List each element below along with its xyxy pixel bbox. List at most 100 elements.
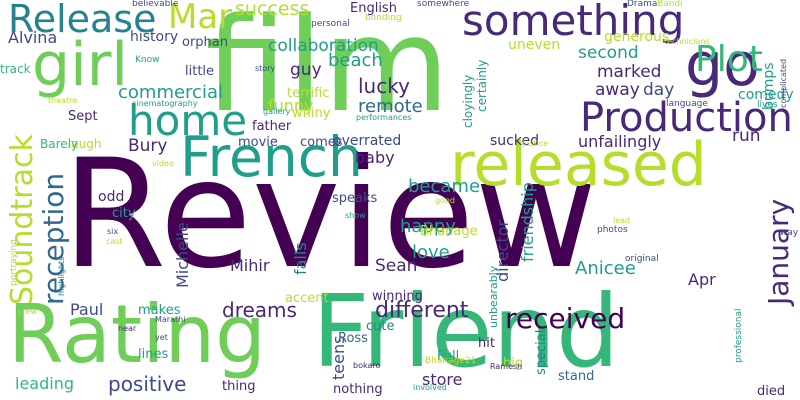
cloud-word-falls: falls bbox=[291, 242, 310, 275]
cloud-word-french: French bbox=[180, 125, 363, 189]
cloud-word-justice: justice bbox=[522, 139, 549, 148]
cloud-word-performances: performances bbox=[356, 113, 412, 122]
cloud-word-involved: involved bbox=[413, 383, 447, 392]
cloud-word-overrated: overrated bbox=[333, 133, 402, 149]
cloud-word-portraying: portraying bbox=[9, 239, 19, 286]
cloud-word-show: show bbox=[345, 211, 366, 220]
cloud-word-english: English bbox=[350, 1, 397, 16]
cloud-word-terrific: terrific bbox=[287, 86, 330, 101]
cloud-word-father: father bbox=[252, 119, 292, 134]
cloud-word-somewhere: somewhere bbox=[417, 0, 470, 9]
cloud-word-friend: Friend bbox=[312, 273, 620, 390]
cloud-word-bonding: bonding bbox=[365, 13, 402, 23]
cloud-word-something: something bbox=[462, 0, 685, 45]
cloud-word-believable: believable bbox=[132, 0, 179, 9]
cloud-word-sean: Sean bbox=[375, 256, 418, 276]
cloud-word-mar: Mar bbox=[168, 0, 233, 37]
cloud-word-commercial: commercial bbox=[118, 82, 223, 103]
cloud-word-comedy: comedy bbox=[738, 87, 794, 103]
cloud-word-dreams: dreams bbox=[222, 298, 297, 322]
cloud-word-barely: Barely bbox=[40, 137, 79, 151]
cloud-word-original: original bbox=[625, 254, 659, 264]
cloud-word-lucky: lucky bbox=[358, 74, 410, 98]
cloud-word-whiny: whiny bbox=[292, 106, 331, 121]
cloud-word-unfailingly: unfailingly bbox=[578, 132, 662, 151]
cloud-word-movie: movie bbox=[238, 135, 278, 150]
cloud-word-six: six bbox=[107, 227, 119, 236]
cloud-word-city: city bbox=[112, 206, 136, 221]
cloud-word-alvina: Alvina bbox=[8, 28, 58, 47]
cloud-word-rating: Rating bbox=[8, 288, 266, 381]
cloud-word-story: story bbox=[255, 64, 276, 73]
cloud-word-unbearably: unbearably bbox=[487, 265, 500, 328]
cloud-word-became: became bbox=[408, 176, 481, 197]
cloud-word-baby: baby bbox=[355, 148, 395, 167]
cloud-word-store: store bbox=[422, 370, 463, 389]
cloud-word-sucked: sucked bbox=[490, 133, 539, 149]
cloud-word-collaboration: collaboration bbox=[268, 36, 379, 56]
cloud-word-hit: hit bbox=[478, 336, 495, 351]
cloud-word-speaks: speaks bbox=[332, 191, 378, 206]
cloud-word-gallery: gallery bbox=[263, 107, 291, 116]
cloud-word-released: released bbox=[450, 130, 707, 200]
cloud-word-laugh: laugh bbox=[68, 137, 102, 151]
cloud-word-bury: Bury bbox=[128, 136, 168, 156]
cloud-word-friendship: friendship bbox=[518, 182, 537, 262]
cloud-word-little: little bbox=[185, 64, 215, 79]
cloud-word-highlights: highlights bbox=[57, 256, 66, 296]
cloud-word-cinematography: cinematography bbox=[132, 99, 198, 108]
cloud-word-video: video bbox=[152, 159, 174, 168]
cloud-word-guy: guy bbox=[290, 60, 322, 80]
cloud-word-thing: thing bbox=[222, 379, 256, 394]
cloud-word-second: second bbox=[578, 43, 639, 63]
cloud-word-special: special bbox=[534, 329, 549, 375]
cloud-word-near: near bbox=[118, 324, 137, 333]
cloud-word-received: received bbox=[505, 302, 626, 335]
cloud-word-go: go bbox=[685, 30, 760, 100]
cloud-word-marathi: Marathi bbox=[155, 315, 186, 324]
cloud-word-funny: funny bbox=[268, 96, 314, 115]
cloud-word-makes: makes bbox=[138, 303, 181, 318]
cloud-word-success: success bbox=[235, 0, 310, 20]
cloud-word-day: day bbox=[643, 80, 675, 100]
cloud-word-bhanage: Bhanage bbox=[420, 224, 478, 239]
cloud-word-good: good bbox=[435, 196, 455, 205]
cloud-word-michelle: Michelle bbox=[173, 222, 192, 288]
cloud-word-stand: stand bbox=[558, 369, 595, 384]
cloud-word-anicee: Anicee bbox=[575, 258, 636, 279]
cloud-word-drama: Drama bbox=[627, 0, 658, 9]
cloud-word-history: history bbox=[130, 29, 179, 45]
cloud-word-yet: yet bbox=[155, 333, 168, 342]
cloud-word-love: love bbox=[412, 242, 450, 263]
cloud-word-leading: leading bbox=[15, 374, 74, 393]
cloud-word-january: January bbox=[762, 198, 795, 305]
cloud-word-professional: professional bbox=[734, 308, 744, 363]
cloud-word-remote: remote bbox=[358, 96, 423, 117]
cloud-word-died: died bbox=[757, 384, 786, 399]
cloud-word-different: different bbox=[375, 298, 469, 323]
cloud-word-certainly: certainly bbox=[475, 59, 489, 112]
cloud-word-technicians: technicians bbox=[664, 37, 710, 46]
cloud-word-way: way bbox=[780, 228, 799, 238]
cloud-word-generous: generous bbox=[604, 29, 670, 45]
cloud-word-bhanage21: Bhanage21 bbox=[425, 356, 477, 366]
cloud-word-cute: cute bbox=[366, 319, 395, 334]
cloud-word-orphan: orphan bbox=[182, 35, 228, 50]
cloud-word-personal: personal bbox=[311, 19, 350, 29]
cloud-word-big: big bbox=[503, 356, 524, 371]
cloud-word-crew: crew bbox=[18, 307, 37, 316]
cloud-word-language: language bbox=[666, 99, 708, 109]
cloud-word-photos: photos bbox=[597, 225, 628, 235]
cloud-word-run: run bbox=[732, 126, 761, 146]
cloud-word-accent: accent bbox=[285, 291, 329, 306]
cloud-word-ross: Ross bbox=[338, 331, 368, 346]
cloud-word-track: track bbox=[0, 62, 31, 76]
cloud-word-lines: lines bbox=[138, 347, 169, 362]
cloud-word-uneven: uneven bbox=[508, 37, 561, 53]
cloud-word-cast: cast bbox=[106, 237, 123, 246]
cloud-word-happy: happy bbox=[400, 216, 456, 237]
cloud-word-mihir: Mihir bbox=[230, 256, 270, 275]
cloud-word-odd: odd bbox=[98, 189, 125, 205]
cloud-word-cloyingly: cloyingly bbox=[461, 74, 475, 128]
